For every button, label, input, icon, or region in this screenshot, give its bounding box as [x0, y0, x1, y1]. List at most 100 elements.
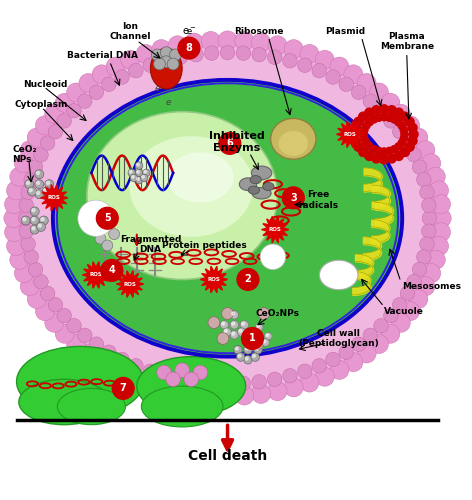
Circle shape	[32, 208, 35, 212]
Ellipse shape	[278, 131, 308, 156]
Circle shape	[416, 277, 435, 296]
Circle shape	[135, 162, 143, 170]
Circle shape	[92, 65, 111, 84]
Circle shape	[359, 112, 368, 121]
Circle shape	[121, 50, 140, 70]
Circle shape	[101, 77, 116, 92]
Ellipse shape	[137, 356, 246, 416]
Circle shape	[78, 200, 114, 236]
Circle shape	[41, 136, 55, 150]
Circle shape	[34, 274, 48, 289]
Circle shape	[255, 347, 258, 350]
Circle shape	[374, 104, 388, 118]
Circle shape	[128, 169, 135, 176]
Circle shape	[391, 116, 398, 123]
Circle shape	[79, 344, 98, 363]
Circle shape	[220, 320, 228, 329]
Circle shape	[252, 33, 270, 52]
Text: CeO₂
NPs: CeO₂ NPs	[12, 145, 36, 165]
Text: 2: 2	[244, 274, 251, 284]
Circle shape	[185, 33, 203, 52]
Circle shape	[112, 378, 134, 400]
Circle shape	[38, 224, 42, 227]
Circle shape	[89, 337, 104, 351]
Text: 7: 7	[120, 384, 126, 394]
Circle shape	[386, 148, 393, 154]
Circle shape	[374, 318, 388, 333]
Circle shape	[173, 372, 188, 386]
Circle shape	[20, 277, 39, 296]
Circle shape	[312, 64, 327, 78]
Circle shape	[421, 198, 436, 212]
Circle shape	[32, 226, 35, 230]
Circle shape	[330, 57, 349, 76]
Circle shape	[166, 372, 180, 386]
Circle shape	[30, 216, 39, 225]
Ellipse shape	[250, 176, 261, 184]
Circle shape	[45, 313, 64, 332]
Circle shape	[152, 49, 163, 61]
Circle shape	[401, 130, 408, 138]
Circle shape	[46, 182, 50, 184]
Ellipse shape	[58, 388, 126, 424]
Circle shape	[167, 58, 179, 70]
Circle shape	[268, 50, 282, 64]
Circle shape	[135, 176, 143, 184]
Circle shape	[10, 250, 29, 270]
Ellipse shape	[129, 136, 253, 237]
Ellipse shape	[19, 380, 110, 424]
Circle shape	[25, 180, 34, 188]
Text: CeO₂NPs: CeO₂NPs	[255, 309, 299, 318]
Circle shape	[89, 85, 104, 100]
Circle shape	[263, 340, 266, 343]
Circle shape	[158, 368, 172, 383]
Text: Nucleoid: Nucleoid	[24, 80, 68, 89]
Text: e: e	[166, 98, 171, 107]
Ellipse shape	[167, 152, 234, 202]
Circle shape	[92, 352, 111, 372]
Circle shape	[409, 128, 428, 147]
Text: ROS: ROS	[124, 282, 136, 286]
Text: e: e	[186, 27, 192, 36]
Circle shape	[224, 330, 228, 332]
Circle shape	[37, 222, 46, 232]
Circle shape	[398, 140, 405, 146]
Text: ROS: ROS	[344, 132, 356, 137]
Circle shape	[30, 207, 39, 216]
Circle shape	[412, 160, 427, 174]
Circle shape	[236, 353, 245, 362]
Circle shape	[219, 132, 241, 154]
Circle shape	[32, 218, 35, 221]
Circle shape	[230, 330, 238, 339]
Circle shape	[7, 236, 25, 256]
Circle shape	[400, 112, 409, 121]
Text: 4: 4	[109, 266, 115, 276]
Circle shape	[407, 148, 421, 162]
Circle shape	[365, 108, 374, 117]
Circle shape	[153, 58, 165, 70]
Circle shape	[253, 346, 262, 354]
Circle shape	[204, 46, 219, 60]
Circle shape	[129, 170, 132, 173]
Circle shape	[193, 365, 208, 380]
Circle shape	[36, 182, 40, 184]
Ellipse shape	[252, 188, 271, 199]
Circle shape	[391, 146, 398, 153]
Circle shape	[400, 126, 407, 134]
Circle shape	[168, 382, 187, 400]
Circle shape	[45, 104, 64, 123]
Ellipse shape	[320, 260, 358, 290]
Circle shape	[34, 148, 48, 162]
Circle shape	[315, 367, 334, 386]
Circle shape	[361, 126, 368, 134]
Circle shape	[157, 365, 171, 380]
Circle shape	[128, 64, 143, 78]
Circle shape	[379, 154, 388, 164]
Circle shape	[21, 185, 35, 200]
Circle shape	[48, 124, 63, 139]
Circle shape	[354, 118, 363, 126]
Circle shape	[370, 334, 388, 353]
Circle shape	[422, 211, 437, 226]
Circle shape	[257, 324, 260, 328]
Circle shape	[132, 176, 134, 178]
